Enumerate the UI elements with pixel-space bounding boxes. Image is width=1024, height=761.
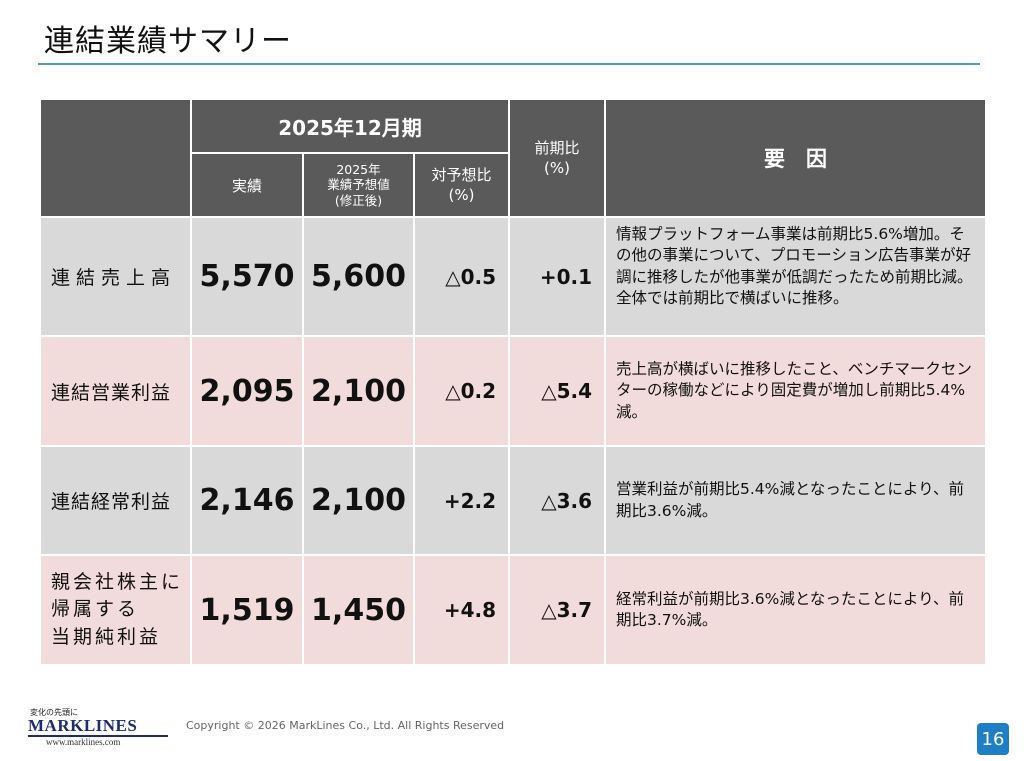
row-reason: 売上高が横ばいに推移したこと、ベンチマークセンターの稼働などにより固定費が増加し…	[606, 337, 985, 445]
yoy-text: △3.6	[541, 488, 592, 513]
title-divider	[38, 63, 980, 65]
row-yoy-value: △3.6	[510, 447, 604, 554]
header-reason-text: 要 因	[764, 147, 827, 171]
reason-text: 営業利益が前期比5.4%減となったことにより、前期比3.6%減。	[616, 480, 964, 520]
vs-forecast-text: +2.2	[443, 488, 496, 513]
forecast-value-text: 2,100	[311, 373, 406, 409]
row-vs-forecast-value: +4.8	[415, 556, 508, 664]
row-actual-value: 2,095	[192, 337, 302, 445]
actual-value-text: 5,570	[199, 259, 295, 294]
actual-value-text: 1,519	[199, 592, 295, 628]
vs-forecast-text: △0.5	[445, 264, 496, 289]
row-label-text: 連結売上高	[51, 267, 177, 289]
row-actual-value: 1,519	[192, 556, 302, 664]
yoy-text: +0.1	[539, 264, 592, 289]
header-vs-forecast: 対予想比 (%)	[415, 154, 508, 216]
header-period-text: 2025年12月期	[278, 115, 422, 140]
row-vs-forecast-value: +2.2	[415, 447, 508, 554]
row-reason: 情報プラットフォーム事業は前期比5.6%増加。その他の事業について、プロモーショ…	[606, 218, 985, 335]
header-blank-cell	[41, 100, 190, 216]
actual-value-text: 2,146	[199, 483, 295, 518]
row-forecast-value: 2,100	[304, 447, 413, 554]
row-vs-forecast-value: △0.2	[415, 337, 508, 445]
header-reason: 要 因	[606, 100, 985, 216]
reason-text: 売上高が横ばいに推移したこと、ベンチマークセンターの稼働などにより固定費が増加し…	[616, 359, 972, 421]
reason-text: 情報プラットフォーム事業は前期比5.6%増加。その他の事業について、プロモーショ…	[616, 225, 973, 308]
header-yoy: 前期比 (%)	[510, 100, 604, 216]
vs-forecast-text: +4.8	[443, 598, 496, 622]
row-label-text: 親会社株主に 帰属する 当期純利益	[51, 570, 184, 648]
row-yoy-value: △3.7	[510, 556, 604, 664]
page-title: 連結業績サマリー	[44, 24, 292, 59]
row-forecast-value: 5,600	[304, 218, 413, 335]
row-reason: 経常利益が前期比3.6%減となったことにより、前期比3.7%減。	[606, 556, 985, 664]
reason-text: 経常利益が前期比3.6%減となったことにより、前期比3.7%減。	[616, 589, 964, 629]
row-actual-value: 5,570	[192, 218, 302, 335]
page-number-badge: 16	[977, 723, 1009, 755]
copyright-text: Copyright © 2026 MarkLines Co., Ltd. All…	[186, 719, 505, 732]
actual-value-text: 2,095	[199, 373, 295, 409]
row-yoy-value: △5.4	[510, 337, 604, 445]
row-reason: 営業利益が前期比5.4%減となったことにより、前期比3.6%減。	[606, 447, 985, 554]
header-forecast: 2025年 業績予想値 (修正後)	[304, 154, 413, 216]
header-vs-forecast-text: 対予想比 (%)	[431, 165, 492, 204]
logo-tagline: 変化の先頭に	[30, 708, 78, 717]
marklines-logo: MARKLINES	[28, 716, 138, 735]
forecast-value-text: 2,100	[311, 483, 406, 518]
yoy-text: △5.4	[541, 379, 592, 403]
row-label-ordinary-income: 連結経常利益	[41, 447, 190, 554]
header-yoy-text: 前期比 (%)	[534, 138, 580, 177]
row-label-operating-income: 連結営業利益	[41, 337, 190, 445]
row-forecast-value: 2,100	[304, 337, 413, 445]
header-period: 2025年12月期	[192, 100, 508, 152]
forecast-value-text: 5,600	[311, 259, 406, 294]
row-label-net-sales: 連結売上高	[41, 218, 190, 335]
row-vs-forecast-value: △0.5	[415, 218, 508, 335]
row-label-text: 連結営業利益	[51, 381, 172, 404]
yoy-text: △3.7	[541, 598, 592, 622]
row-label-text: 連結経常利益	[51, 491, 172, 513]
row-actual-value: 2,146	[192, 447, 302, 554]
row-label-net-income: 親会社株主に 帰属する 当期純利益	[41, 556, 190, 664]
header-actual-text: 実績	[231, 176, 262, 195]
row-yoy-value: +0.1	[510, 218, 604, 335]
row-forecast-value: 1,450	[304, 556, 413, 664]
logo-url: www.marklines.com	[46, 737, 121, 747]
logo-underline	[28, 735, 168, 737]
header-forecast-text: 2025年 業績予想値 (修正後)	[327, 161, 390, 208]
forecast-value-text: 1,450	[311, 592, 406, 628]
vs-forecast-text: △0.2	[445, 379, 496, 403]
header-actual: 実績	[192, 154, 302, 216]
